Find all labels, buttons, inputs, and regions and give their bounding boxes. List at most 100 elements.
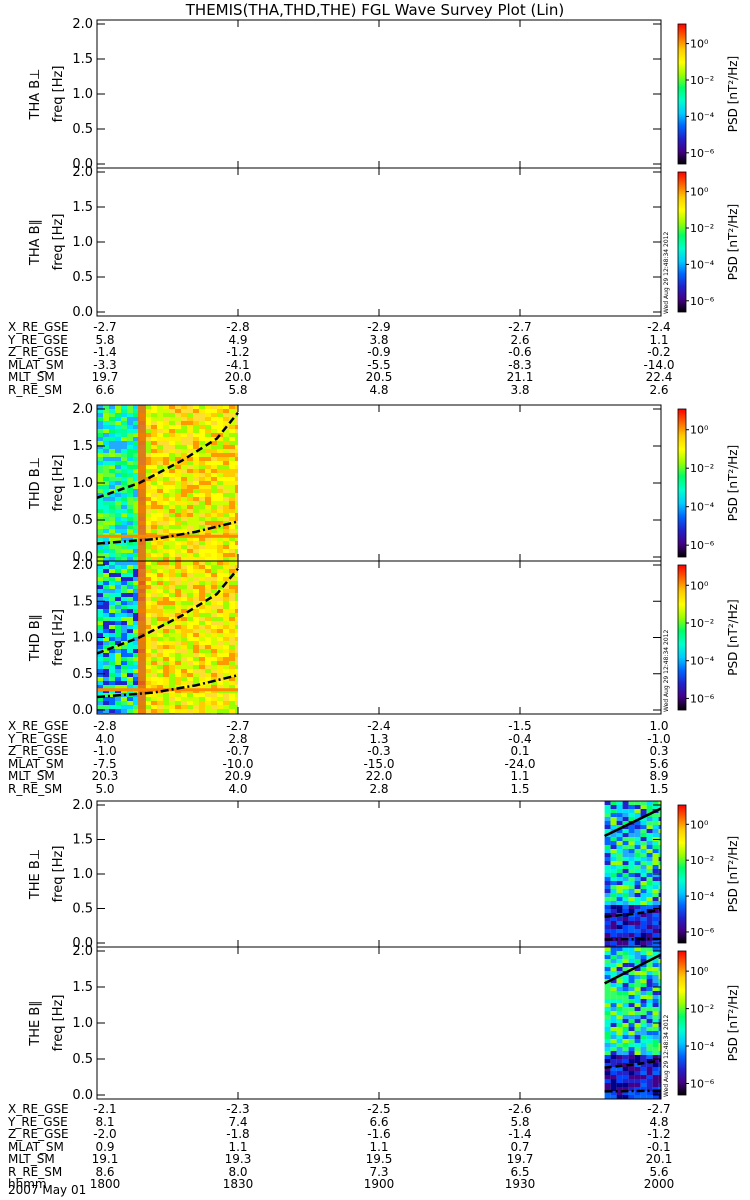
ephemeris-value: 4.8 bbox=[649, 1114, 669, 1129]
ephemeris-value: 7.3 bbox=[369, 1164, 389, 1179]
ephemeris-value: 8.1 bbox=[95, 1114, 115, 1129]
ephemeris-value: -0.6 bbox=[508, 345, 532, 359]
ephemeris-label: MLAT_SM bbox=[8, 1139, 64, 1154]
colorbar-tick-label: 10⁻² bbox=[690, 462, 714, 475]
colorbar bbox=[677, 408, 687, 558]
panel-name: THA B∥ bbox=[28, 219, 43, 266]
ephemeris-label: MLAT_SM bbox=[8, 357, 64, 372]
y-tick-label: 1.5 bbox=[72, 52, 93, 67]
colorbar-tick-label: 10⁻² bbox=[690, 854, 714, 867]
colorbar bbox=[677, 23, 687, 165]
panel-frame bbox=[96, 946, 662, 1100]
ephemeris-value: -0.1 bbox=[647, 1139, 671, 1154]
colorbar-tick-label: 10⁰ bbox=[690, 186, 709, 199]
chart-title: THEMIS(THA,THD,THE) FGL Wave Survey Plot… bbox=[185, 1, 565, 19]
ephemeris-value: -24.0 bbox=[504, 756, 536, 771]
ephemeris-label: X_RE_GSE bbox=[8, 1102, 69, 1116]
ephemeris-value: 5.6 bbox=[649, 756, 669, 771]
colorbar-tick-label: 10⁻⁶ bbox=[690, 295, 715, 308]
ephemeris-value: 8.0 bbox=[228, 1164, 248, 1179]
ephemeris-value: 4.9 bbox=[228, 332, 248, 347]
colorbar-label: PSD [nT²/Hz] bbox=[726, 599, 740, 675]
ephemeris-value: -1.2 bbox=[226, 345, 250, 359]
panel-name: THD B⊥ bbox=[28, 457, 43, 510]
ephemeris-value: 21.1 bbox=[506, 370, 534, 384]
ephemeris-value: -2.7 bbox=[93, 320, 117, 334]
colorbar-tick-label: 10⁻⁶ bbox=[690, 692, 715, 705]
ephemeris-label: Y_RE_GSE bbox=[8, 1114, 68, 1129]
panel-name: THE B⊥ bbox=[28, 849, 43, 900]
panel-4: 0.0 0.5 1.0 1.5 2.0 THD B∥ freq [Hz] 10⁰ 10⁻² 10⁻… bbox=[28, 558, 740, 718]
y-axis-label: freq [Hz] bbox=[51, 214, 66, 271]
y-tick-label: 0.5 bbox=[72, 270, 93, 285]
panel-5: 0.0 0.5 1.0 1.5 2.0 THE B⊥ freq [Hz] 10⁰ 10⁻² 10⁻… bbox=[28, 798, 740, 951]
y-tick-label: 1.0 bbox=[72, 476, 93, 491]
ephemeris-value: 1.5 bbox=[649, 781, 669, 796]
y-tick-label: 2.0 bbox=[72, 165, 93, 180]
ephemeris-value: 22.4 bbox=[645, 370, 673, 384]
colorbar-label: PSD [nT²/Hz] bbox=[726, 985, 740, 1061]
ephemeris-label: R_RE_SM bbox=[8, 781, 63, 796]
ephemeris-value: 6.6 bbox=[369, 1114, 389, 1129]
ephemeris-value: -0.9 bbox=[367, 345, 391, 359]
ephemeris-value: 5.8 bbox=[95, 332, 115, 347]
ephemeris-value: -2.6 bbox=[508, 1102, 532, 1116]
ephemeris-value: 1.0 bbox=[649, 719, 669, 733]
colorbar bbox=[677, 804, 687, 944]
panel-1: 0.0 0.5 1.0 1.5 2.0 THA B⊥ freq [Hz] 10⁰ 10⁻² 10⁻… bbox=[28, 17, 740, 172]
y-tick-label: 1.5 bbox=[72, 980, 93, 995]
y-tick-label: 0.5 bbox=[72, 902, 93, 917]
y-tick-label: 2.0 bbox=[72, 402, 93, 417]
y-axis-label: freq [Hz] bbox=[51, 66, 66, 123]
ephemeris-value: 2.6 bbox=[510, 332, 530, 347]
spectrogram-5 bbox=[604, 801, 661, 947]
ephemeris-value: 1.3 bbox=[369, 731, 389, 746]
ephemeris-value: -2.1 bbox=[93, 1102, 117, 1116]
colorbar-tick-label: 10⁻⁴ bbox=[690, 501, 715, 514]
y-tick-label: 0.0 bbox=[72, 703, 93, 718]
ephemeris-label: X_RE_GSE bbox=[8, 719, 69, 733]
ephemeris-value: 1.5 bbox=[510, 781, 530, 796]
ephemeris-value: 8.6 bbox=[95, 1164, 115, 1179]
ephemeris-value: -2.7 bbox=[226, 719, 250, 733]
ephemeris-label: Z_RE_GSE bbox=[8, 1127, 69, 1141]
ephemeris-value: 1.1 bbox=[510, 769, 530, 783]
ephemeris-value: -0.7 bbox=[226, 744, 250, 758]
ephemeris-label: MLT_SM bbox=[8, 370, 55, 384]
overlay-line-1 bbox=[604, 953, 662, 985]
ephemeris-value: 20.1 bbox=[645, 1152, 673, 1166]
ephemeris-label: hhmm bbox=[8, 1177, 47, 1191]
overlay-line-2 bbox=[604, 1059, 662, 1069]
ephemeris-value: 1.1 bbox=[649, 332, 669, 347]
ephemeris-value: 0.7 bbox=[510, 1139, 530, 1154]
ephemeris-value: -2.4 bbox=[367, 719, 391, 733]
ephemeris-value: 19.1 bbox=[91, 1152, 119, 1166]
ephemeris-value: 2.6 bbox=[649, 382, 669, 397]
panel-3: 0.0 0.5 1.0 1.5 2.0 THD B⊥ freq [Hz] 10⁰ 10⁻² 10⁻… bbox=[28, 402, 740, 565]
ephemeris-value: 1800 bbox=[89, 1177, 121, 1191]
ephemeris-value: -0.4 bbox=[508, 731, 532, 746]
overlay-line-2 bbox=[96, 673, 239, 699]
y-tick-label: 0.5 bbox=[72, 513, 93, 528]
overlay-line-3 bbox=[604, 937, 662, 941]
colorbar bbox=[677, 564, 687, 711]
overlay-line-3 bbox=[604, 1089, 662, 1093]
ephemeris-value: 1930 bbox=[504, 1177, 536, 1191]
ephemeris-label: Y_RE_GSE bbox=[8, 332, 68, 347]
ephemeris-value: -0.2 bbox=[647, 345, 671, 359]
overlay-line-1 bbox=[604, 807, 662, 838]
ephemeris-value: 4.8 bbox=[369, 382, 389, 397]
ephemeris-label: R_RE_SM bbox=[8, 382, 63, 397]
panel-name: THE B∥ bbox=[28, 1000, 43, 1046]
y-tick-label: 1.0 bbox=[72, 87, 93, 102]
y-tick-label: 1.0 bbox=[72, 631, 93, 646]
colorbar-tick-label: 10⁻⁴ bbox=[690, 110, 715, 123]
panel-frame bbox=[96, 19, 662, 169]
ephemeris-value: 20.0 bbox=[224, 370, 252, 384]
ephemeris-value: -10.0 bbox=[222, 756, 254, 771]
timestamp: Wed Aug 29 12:48:34 2012 bbox=[663, 232, 670, 314]
ephemeris-value: -4.1 bbox=[226, 357, 250, 372]
overlay-line-1 bbox=[96, 411, 239, 499]
timestamp: Wed Aug 29 12:48:34 2012 bbox=[663, 1015, 670, 1097]
colorbar-tick-label: 10⁻⁶ bbox=[690, 147, 715, 160]
